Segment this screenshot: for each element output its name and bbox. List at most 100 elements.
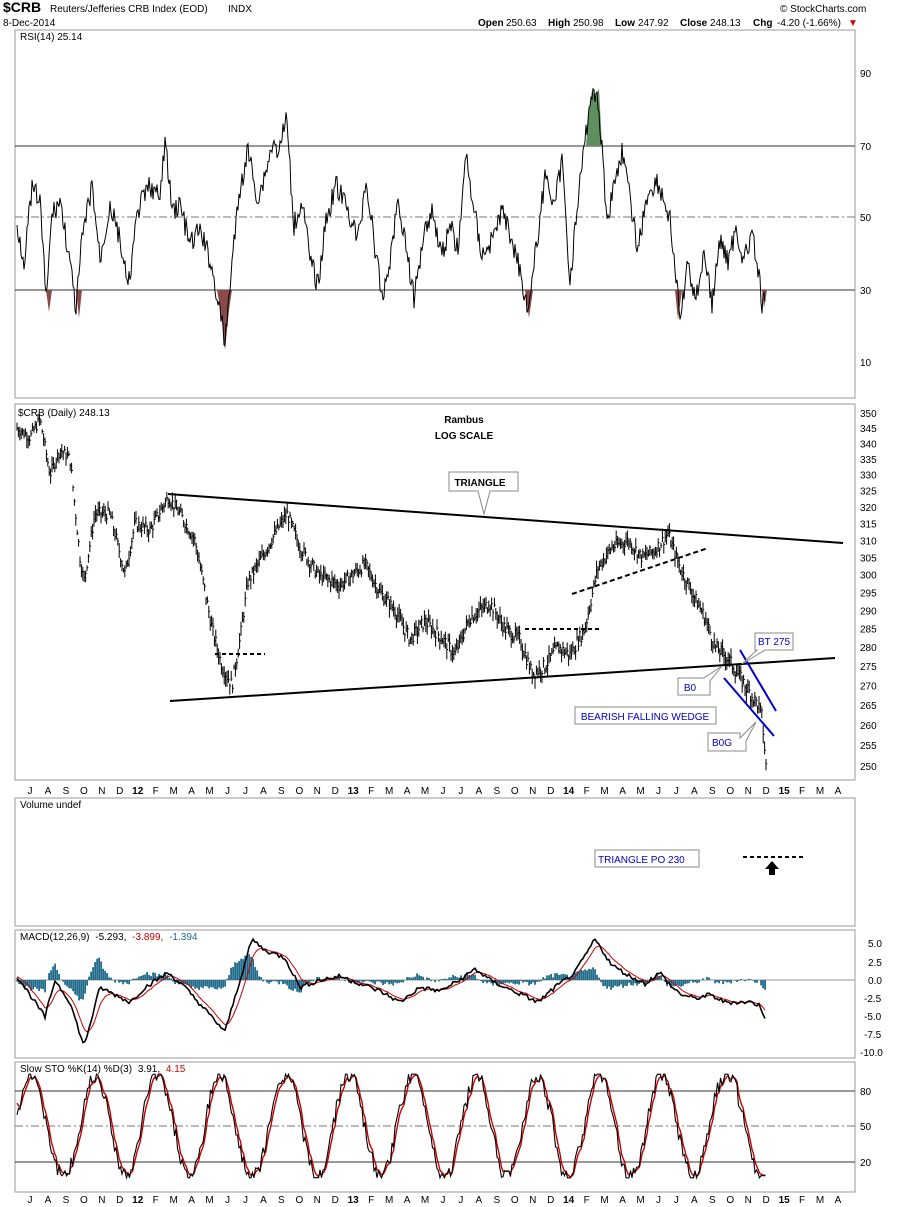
macd-histogram-bar — [442, 979, 444, 980]
macd-histogram-bar — [678, 980, 680, 986]
macd-histogram-bar — [644, 980, 646, 986]
x-tick-label: F — [584, 1195, 590, 1206]
macd-histogram-bar — [122, 980, 124, 985]
macd-histogram — [16, 954, 766, 1001]
macd-histogram-bar — [576, 971, 578, 980]
macd-histogram-bar — [258, 976, 260, 981]
macd-histogram-bar — [608, 980, 610, 987]
macd-histogram-bar — [504, 980, 506, 984]
macd-histogram-bar — [368, 980, 370, 982]
macd-histogram-bar — [252, 959, 254, 981]
macd-histogram-bar — [134, 978, 136, 980]
macd-histogram-bar — [260, 977, 262, 980]
macd-histogram-bar — [80, 980, 82, 1000]
macd-histogram-bar — [382, 980, 384, 985]
macd-histogram-bar — [604, 980, 606, 986]
macd-histogram-bar — [372, 980, 374, 984]
macd-histogram-bar — [578, 970, 580, 981]
macd-histogram-bar — [434, 980, 436, 983]
macd-signal-value: -3.899, — [132, 932, 163, 943]
rsi-legend: RSI(14) 25.14 — [20, 32, 83, 43]
x-tick-label: A — [188, 1195, 195, 1206]
x-tick-label: F — [584, 786, 590, 797]
macd-histogram-bar — [244, 955, 246, 981]
macd-histogram-bar — [50, 970, 52, 980]
macd-histogram-bar — [634, 980, 636, 984]
macd-histogram-bar — [228, 975, 230, 980]
macd-histogram-bar — [726, 980, 728, 983]
stoch-tick-50: 50 — [860, 1122, 872, 1133]
macd-histogram-bar — [618, 980, 620, 987]
macd-histogram-bar — [36, 980, 38, 989]
macd-histogram-bar — [100, 961, 102, 980]
macd-histogram-bar — [546, 975, 548, 980]
macd-histogram-bar — [588, 968, 590, 981]
macd-histogram-bar — [282, 980, 284, 985]
macd-tick: 2.5 — [868, 958, 882, 969]
rsi-oversold-fill — [217, 290, 232, 350]
triangle-po-label: TRIANGLE PO 230 — [598, 855, 685, 866]
low-label: Low — [615, 18, 635, 29]
up-arrow-icon — [765, 861, 779, 875]
macd-histogram-bar — [254, 967, 256, 981]
author-note: Rambus — [444, 415, 484, 426]
chg-value: -4.20 (-1.66%) — [777, 18, 841, 29]
x-tick-label: J — [674, 1195, 679, 1206]
macd-histogram-bar — [388, 980, 390, 985]
credit: © StockCharts.com — [780, 4, 866, 15]
x-tick-label: M — [816, 1195, 824, 1206]
macd-histogram-bar — [224, 980, 226, 987]
macd-histogram-bar — [628, 980, 630, 983]
macd-histogram-bar — [138, 976, 140, 981]
x-tick-label: A — [476, 786, 483, 797]
macd-histogram-bar — [590, 969, 592, 981]
x-tick-label: D — [547, 786, 554, 797]
macd-histogram-bar — [510, 980, 512, 983]
rsi-tick-30: 30 — [860, 286, 872, 297]
macd-histogram-bar — [226, 978, 228, 980]
macd-histogram-bar — [680, 980, 682, 987]
x-tick-label: N — [314, 1195, 321, 1206]
macd-histogram-bar — [194, 980, 196, 989]
macd-histogram-bar — [386, 980, 388, 982]
macd-hist-value: -1.394 — [169, 932, 198, 943]
macd-legend: MACD(12,26,9) -5.293, -3.899, -1.394 — [20, 932, 198, 943]
macd-histogram-bar — [74, 980, 76, 995]
macd-histogram-bar — [390, 980, 392, 984]
macd-histogram-bar — [532, 980, 534, 983]
x-tick-label: O — [80, 786, 88, 797]
macd-histogram-bar — [478, 979, 480, 980]
x-tick-label: O — [295, 786, 303, 797]
macd-histogram-bar — [72, 980, 74, 992]
macd-histogram-bar — [544, 978, 546, 980]
macd-histogram-bar — [706, 976, 708, 981]
price-tick: 310 — [860, 536, 877, 547]
macd-tick: 0.0 — [868, 976, 882, 987]
x-tick-label: 13 — [348, 786, 360, 797]
x-tick-label: S — [278, 786, 285, 797]
x-tick-label: J — [28, 786, 33, 797]
macd-histogram-bar — [586, 970, 588, 980]
macd-histogram-bar — [86, 980, 88, 986]
x-tick-label: J — [674, 786, 679, 797]
macd-histogram-bar — [740, 978, 742, 980]
price-tick: 295 — [860, 588, 877, 599]
macd-histogram-bar — [724, 980, 726, 982]
x-tick-label: A — [404, 786, 411, 797]
macd-histogram-bar — [520, 980, 522, 981]
macd-histogram-bar — [444, 978, 446, 980]
bog-callout — [707, 721, 757, 752]
macd-histogram-bar — [148, 974, 150, 981]
macd-tick: -5.0 — [864, 1012, 882, 1023]
x-tick-label: J — [440, 1195, 445, 1206]
macd-histogram-bar — [502, 980, 504, 984]
macd-histogram-bar — [456, 977, 458, 980]
x-tick-label: O — [511, 1195, 519, 1206]
x-tick-label: A — [691, 786, 698, 797]
macd-histogram-bar — [30, 980, 32, 991]
price-tick: 265 — [860, 701, 877, 712]
macd-histogram-bar — [690, 980, 692, 982]
macd-line — [16, 937, 766, 1044]
macd-histogram-bar — [614, 980, 616, 986]
x-tick-label: M — [205, 786, 213, 797]
